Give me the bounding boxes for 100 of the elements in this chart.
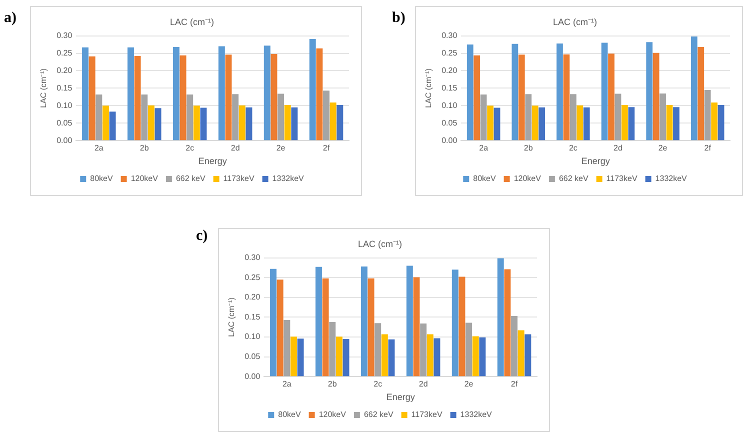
legend-label: 120keV bbox=[130, 174, 159, 184]
y-tick-label: 0.15 bbox=[442, 83, 458, 92]
bar bbox=[193, 106, 200, 140]
x-tick-label: 2b bbox=[328, 380, 338, 389]
bar bbox=[711, 102, 718, 140]
bar bbox=[601, 42, 608, 140]
bar bbox=[614, 94, 622, 140]
x-tick-label: 2a bbox=[94, 144, 104, 153]
bar bbox=[472, 336, 479, 376]
bar bbox=[518, 330, 524, 376]
bar bbox=[172, 46, 180, 140]
x-tick-label: 2e bbox=[276, 144, 286, 153]
bar bbox=[218, 46, 225, 140]
y-axis-title: LAC (cm⁻¹) bbox=[424, 68, 434, 108]
bar bbox=[284, 104, 291, 140]
bar bbox=[466, 44, 474, 140]
bar bbox=[246, 107, 252, 140]
bar bbox=[420, 324, 427, 376]
bar bbox=[504, 269, 511, 376]
bar bbox=[109, 112, 116, 140]
bar bbox=[466, 322, 472, 376]
bar bbox=[494, 108, 500, 140]
bar bbox=[88, 56, 96, 140]
x-tick-label: 2a bbox=[282, 380, 292, 389]
bar bbox=[652, 52, 660, 140]
bar bbox=[270, 54, 278, 140]
bar bbox=[134, 56, 141, 140]
bar bbox=[458, 276, 466, 376]
bar bbox=[238, 105, 246, 140]
x-tick-label: 2c bbox=[374, 380, 382, 389]
y-tick-label: 0.10 bbox=[442, 100, 458, 110]
legend-label: 662 keV bbox=[364, 410, 394, 420]
y-tick-label: 0.25 bbox=[56, 48, 73, 58]
bar bbox=[628, 107, 635, 140]
bar bbox=[264, 46, 270, 140]
bar bbox=[141, 94, 148, 140]
x-tick-label: 2a bbox=[479, 144, 489, 153]
x-axis-title: Energy bbox=[198, 156, 228, 166]
bar bbox=[154, 108, 162, 140]
bar bbox=[518, 54, 525, 140]
bar bbox=[102, 106, 109, 140]
y-tick-label: 0.05 bbox=[244, 352, 261, 362]
y-tick-label: 0.05 bbox=[56, 118, 73, 128]
bar bbox=[200, 108, 207, 140]
bar bbox=[322, 278, 329, 376]
bar bbox=[127, 47, 134, 140]
legend-label: 120keV bbox=[318, 410, 347, 420]
bar bbox=[622, 104, 628, 140]
bar bbox=[336, 104, 344, 140]
bar bbox=[666, 104, 673, 140]
y-tick-label: 0.20 bbox=[442, 66, 458, 75]
bar bbox=[538, 107, 546, 140]
y-tick-label: 0.25 bbox=[442, 48, 458, 58]
legend-label: 1173keV bbox=[223, 174, 255, 184]
bar bbox=[360, 266, 368, 376]
bar bbox=[452, 270, 458, 376]
x-tick-label: 2d bbox=[614, 144, 622, 153]
bar bbox=[406, 266, 413, 376]
x-tick-label: 2b bbox=[140, 144, 150, 153]
x-axis-title: Energy bbox=[386, 392, 416, 402]
bar bbox=[698, 46, 704, 140]
bar bbox=[330, 102, 336, 140]
y-tick-label: 0.20 bbox=[56, 66, 73, 75]
bar bbox=[704, 90, 711, 140]
chart-title: LAC (cm⁻¹) bbox=[358, 238, 402, 249]
bar bbox=[368, 278, 374, 376]
y-tick-label: 0.15 bbox=[244, 312, 261, 322]
bar bbox=[524, 334, 532, 376]
bar bbox=[563, 54, 570, 140]
y-tick-label: 0.30 bbox=[244, 253, 261, 262]
chart-title: LAC (cm⁻¹) bbox=[553, 16, 597, 27]
bar bbox=[284, 320, 290, 376]
x-tick-label: 2c bbox=[568, 144, 578, 153]
bar bbox=[673, 107, 680, 140]
bar bbox=[82, 47, 89, 140]
y-tick-label: 0.05 bbox=[442, 118, 458, 128]
legend-label: 80keV bbox=[278, 410, 302, 420]
x-tick-label: 2f bbox=[704, 144, 712, 153]
bar bbox=[342, 338, 350, 376]
bar bbox=[290, 336, 297, 376]
y-axis-title: LAC (cm⁻¹) bbox=[39, 68, 48, 108]
legend-label: 80keV bbox=[90, 174, 114, 184]
bar bbox=[570, 94, 576, 140]
bar bbox=[413, 277, 420, 376]
bar bbox=[270, 268, 277, 376]
y-tick-label: 0.10 bbox=[244, 332, 261, 342]
bar bbox=[316, 48, 323, 140]
bar bbox=[291, 107, 298, 140]
bar bbox=[186, 94, 194, 140]
y-tick-label: 0.30 bbox=[56, 31, 73, 40]
x-tick-label: 2b bbox=[524, 144, 534, 153]
legend-label: 1173keV bbox=[411, 410, 443, 420]
bar bbox=[556, 43, 563, 140]
bar bbox=[96, 94, 102, 140]
bar bbox=[646, 42, 653, 140]
bar bbox=[297, 338, 304, 376]
y-tick-label: 0.15 bbox=[56, 83, 73, 92]
legend-label: 1332keV bbox=[272, 174, 305, 184]
chart-title: LAC (cm⁻¹) bbox=[170, 16, 214, 27]
x-tick-label: 2e bbox=[464, 380, 474, 389]
